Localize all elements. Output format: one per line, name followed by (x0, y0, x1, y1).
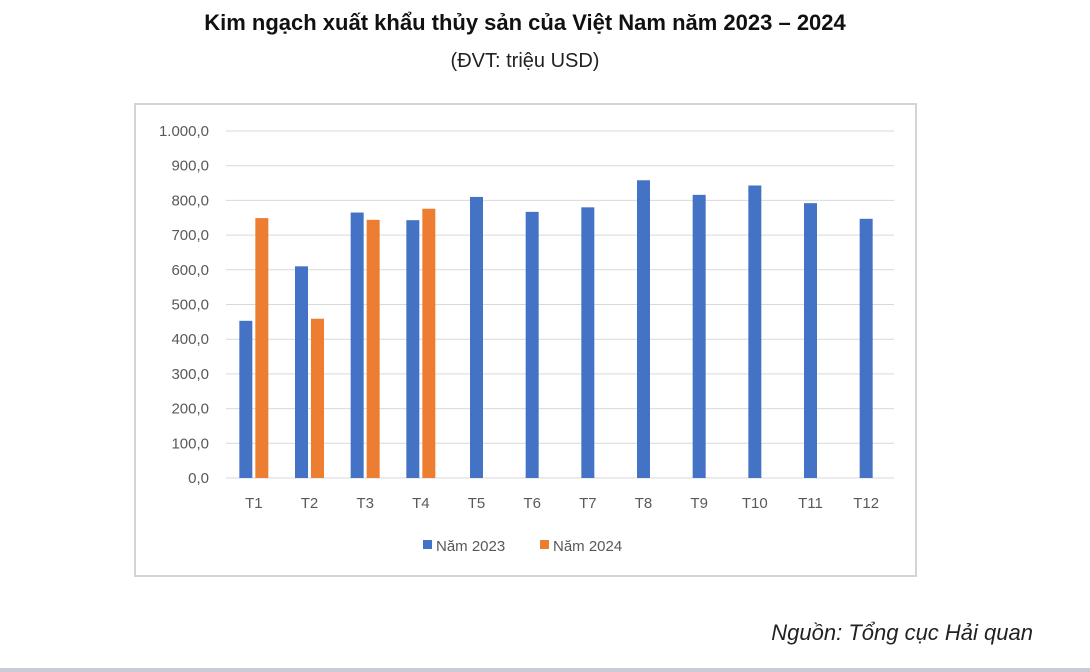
y-tick-label: 200,0 (171, 401, 209, 418)
x-tick-label: T11 (798, 495, 823, 512)
y-tick-label: 100,0 (171, 435, 209, 452)
bar-2023-t12 (859, 218, 873, 478)
bar-2024-t3 (366, 219, 380, 478)
bar-2024-t4 (422, 208, 436, 478)
legend-swatch (423, 540, 432, 549)
y-axis-ticks: 0,0 100,0 200,0 300,0 400,0 500,0 600,0 700,0 80… (159, 123, 209, 487)
y-tick-label: 600,0 (171, 262, 209, 279)
bar-2023-t10 (748, 185, 762, 478)
chart-title: Kim ngạch xuất khẩu thủy sản của Việt Na… (204, 10, 846, 35)
y-tick-label: 900,0 (171, 158, 209, 175)
x-tick-label: T6 (523, 495, 541, 512)
legend-label: Năm 2023 (436, 538, 505, 555)
x-tick-label: T5 (468, 495, 486, 512)
bar-2023-t11 (804, 203, 817, 478)
y-tick-label: 400,0 (171, 331, 209, 348)
x-tick-label: T9 (690, 495, 708, 512)
bar-2024-t1 (255, 218, 269, 479)
x-tick-label: T3 (356, 495, 374, 512)
source-note: Nguồn: Tổng cục Hải quan (771, 620, 1033, 645)
bar-2023-t3 (350, 212, 364, 479)
y-tick-label: 700,0 (171, 227, 209, 244)
x-axis-ticks: T1 T2 T3 T4 T5 T6 T7 T8 T9 T10 T11 T12 (245, 495, 879, 512)
bar-2023-t1 (239, 320, 253, 478)
x-tick-label: T4 (412, 495, 430, 512)
legend: Năm 2023 Năm 2024 (423, 538, 622, 555)
bar-2023-t6 (525, 211, 539, 478)
bottom-bar (0, 668, 1090, 672)
bar-2024-t2 (311, 318, 324, 478)
gridlines (226, 130, 894, 479)
x-tick-label: T8 (635, 495, 653, 512)
y-tick-label: 1.000,0 (159, 123, 209, 140)
y-tick-label: 500,0 (171, 297, 209, 314)
x-tick-label: T7 (579, 495, 597, 512)
x-tick-label: T2 (301, 495, 319, 512)
bar-2023-t5 (470, 196, 483, 478)
x-tick-label: T10 (742, 495, 768, 512)
legend-swatch (540, 540, 549, 549)
bar-2023-t7 (581, 207, 595, 478)
y-tick-label: 300,0 (171, 366, 209, 383)
x-tick-label: T1 (245, 495, 263, 512)
bar-2023-t9 (692, 194, 706, 478)
x-tick-label: T12 (853, 495, 879, 512)
bar-2023-t4 (406, 220, 420, 478)
legend-label: Năm 2024 (553, 538, 622, 555)
bar-2023-t8 (637, 180, 650, 479)
y-tick-label: 0,0 (188, 470, 209, 487)
bar-2023-t2 (295, 266, 308, 478)
y-tick-label: 800,0 (171, 192, 209, 209)
bars (239, 180, 873, 479)
chart-subtitle: (ĐVT: triệu USD) (450, 50, 600, 72)
